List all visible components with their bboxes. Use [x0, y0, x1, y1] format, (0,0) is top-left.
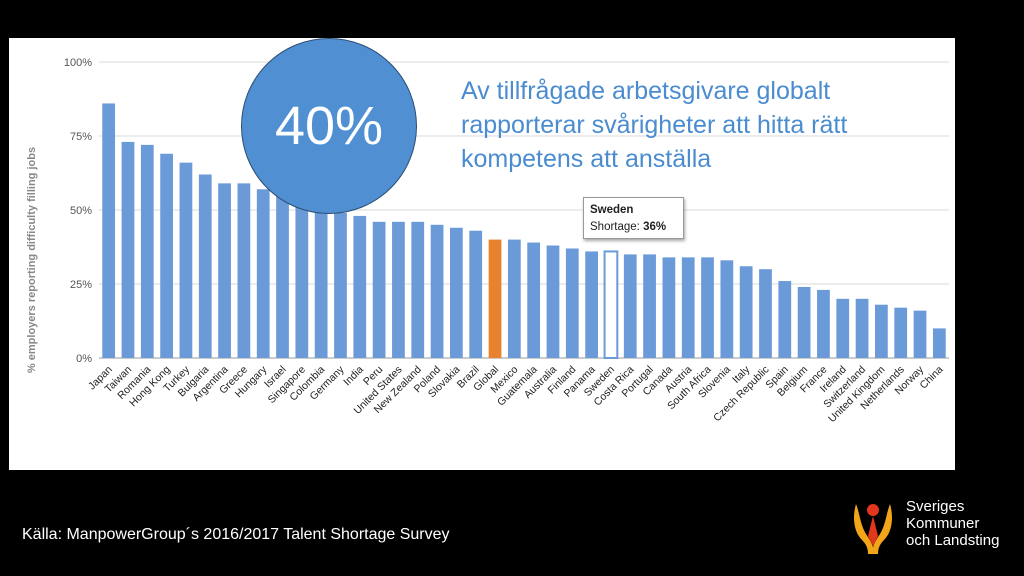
y-axis-ticks: 0% 25% 50% 75% 100% [64, 57, 92, 365]
bar-new-zealand [411, 221, 425, 358]
bar-panama [585, 251, 598, 358]
tooltip-value-line: Shortage: 36% [590, 219, 677, 236]
bar-guatemala [527, 242, 541, 358]
bar-turkey [179, 162, 193, 358]
big-percentage: 40% [274, 96, 384, 156]
percentage-bubble: 40% [241, 38, 417, 214]
bar-bulgaria [198, 174, 212, 358]
bars [102, 103, 946, 359]
skl-logo-mark-icon [854, 504, 892, 554]
bar-greece [237, 183, 251, 358]
bar-portugal [643, 254, 656, 358]
bar-slovakia [450, 227, 463, 358]
bar-ireland [836, 298, 850, 358]
bar-netherlands [894, 307, 908, 358]
x-tick-label: China [918, 364, 946, 392]
bar-israel [276, 192, 289, 358]
bar-finland [565, 248, 579, 358]
bar-japan [102, 103, 116, 358]
bar-singapore [295, 207, 309, 358]
logo-line-3: och Landsting [906, 532, 1000, 549]
callout-text: Av tillfrågade arbetsgivare globalt rapp… [461, 77, 848, 173]
sweden-tooltip: Sweden Shortage: 36% [583, 197, 684, 239]
bar-united-kingdom [875, 304, 888, 358]
bar-france [817, 289, 830, 358]
y-tick-label: 0% [76, 353, 92, 365]
x-tick-label: India [341, 364, 366, 389]
bar-poland [430, 224, 444, 358]
logo-line-2: Kommuner [906, 515, 980, 532]
bar-global [488, 239, 502, 358]
y-tick-label: 100% [64, 57, 92, 69]
logo-line-1: Sveriges [906, 498, 965, 515]
bar-norway [913, 310, 927, 358]
bar-switzerland [855, 298, 869, 358]
y-tick-label: 25% [70, 279, 92, 291]
skl-logo-text: Sveriges Kommuner och Landsting [906, 498, 999, 549]
bar-slovenia [720, 260, 734, 358]
skl-logo: Sveriges Kommuner och Landsting [848, 496, 1018, 558]
bar-argentina [218, 183, 231, 358]
bar-italy [739, 266, 753, 358]
bar-spain [778, 281, 792, 358]
chart-panel: 0% 25% 50% 75% 100% Japan Taiwan Romania Hong K… [9, 38, 955, 470]
y-tick-label: 75% [70, 131, 92, 143]
bar-austria [681, 257, 695, 358]
bar-china [932, 328, 946, 358]
bar-czech-republic [759, 269, 772, 358]
bar-peru [372, 221, 386, 358]
bar-germany [334, 212, 347, 358]
tooltip-title: Sweden [590, 204, 634, 216]
bar-australia [546, 245, 560, 358]
bar-mexico [507, 239, 521, 358]
bar-costa-rica [623, 254, 637, 358]
bar-south-africa [701, 257, 714, 358]
bar-sweden [603, 250, 619, 359]
bar-india [353, 215, 367, 358]
bar-romania [140, 144, 154, 358]
bar-belgium [797, 286, 811, 358]
bar-brazil [469, 230, 483, 358]
y-axis-label: % employers reporting difficulty filling… [26, 147, 38, 373]
tooltip-value: 36% [643, 221, 667, 233]
bar-hong-kong [160, 153, 173, 358]
bar-canada [662, 257, 676, 358]
y-tick-label: 50% [70, 205, 92, 217]
bar-hungary [256, 189, 270, 358]
source-citation: Källa: ManpowerGroup´s 2016/2017 Talent … [22, 526, 450, 543]
tooltip-label: Shortage: [590, 221, 640, 233]
bar-taiwan [121, 141, 135, 358]
bar-united-states [392, 221, 405, 358]
bar-colombia [314, 210, 328, 358]
